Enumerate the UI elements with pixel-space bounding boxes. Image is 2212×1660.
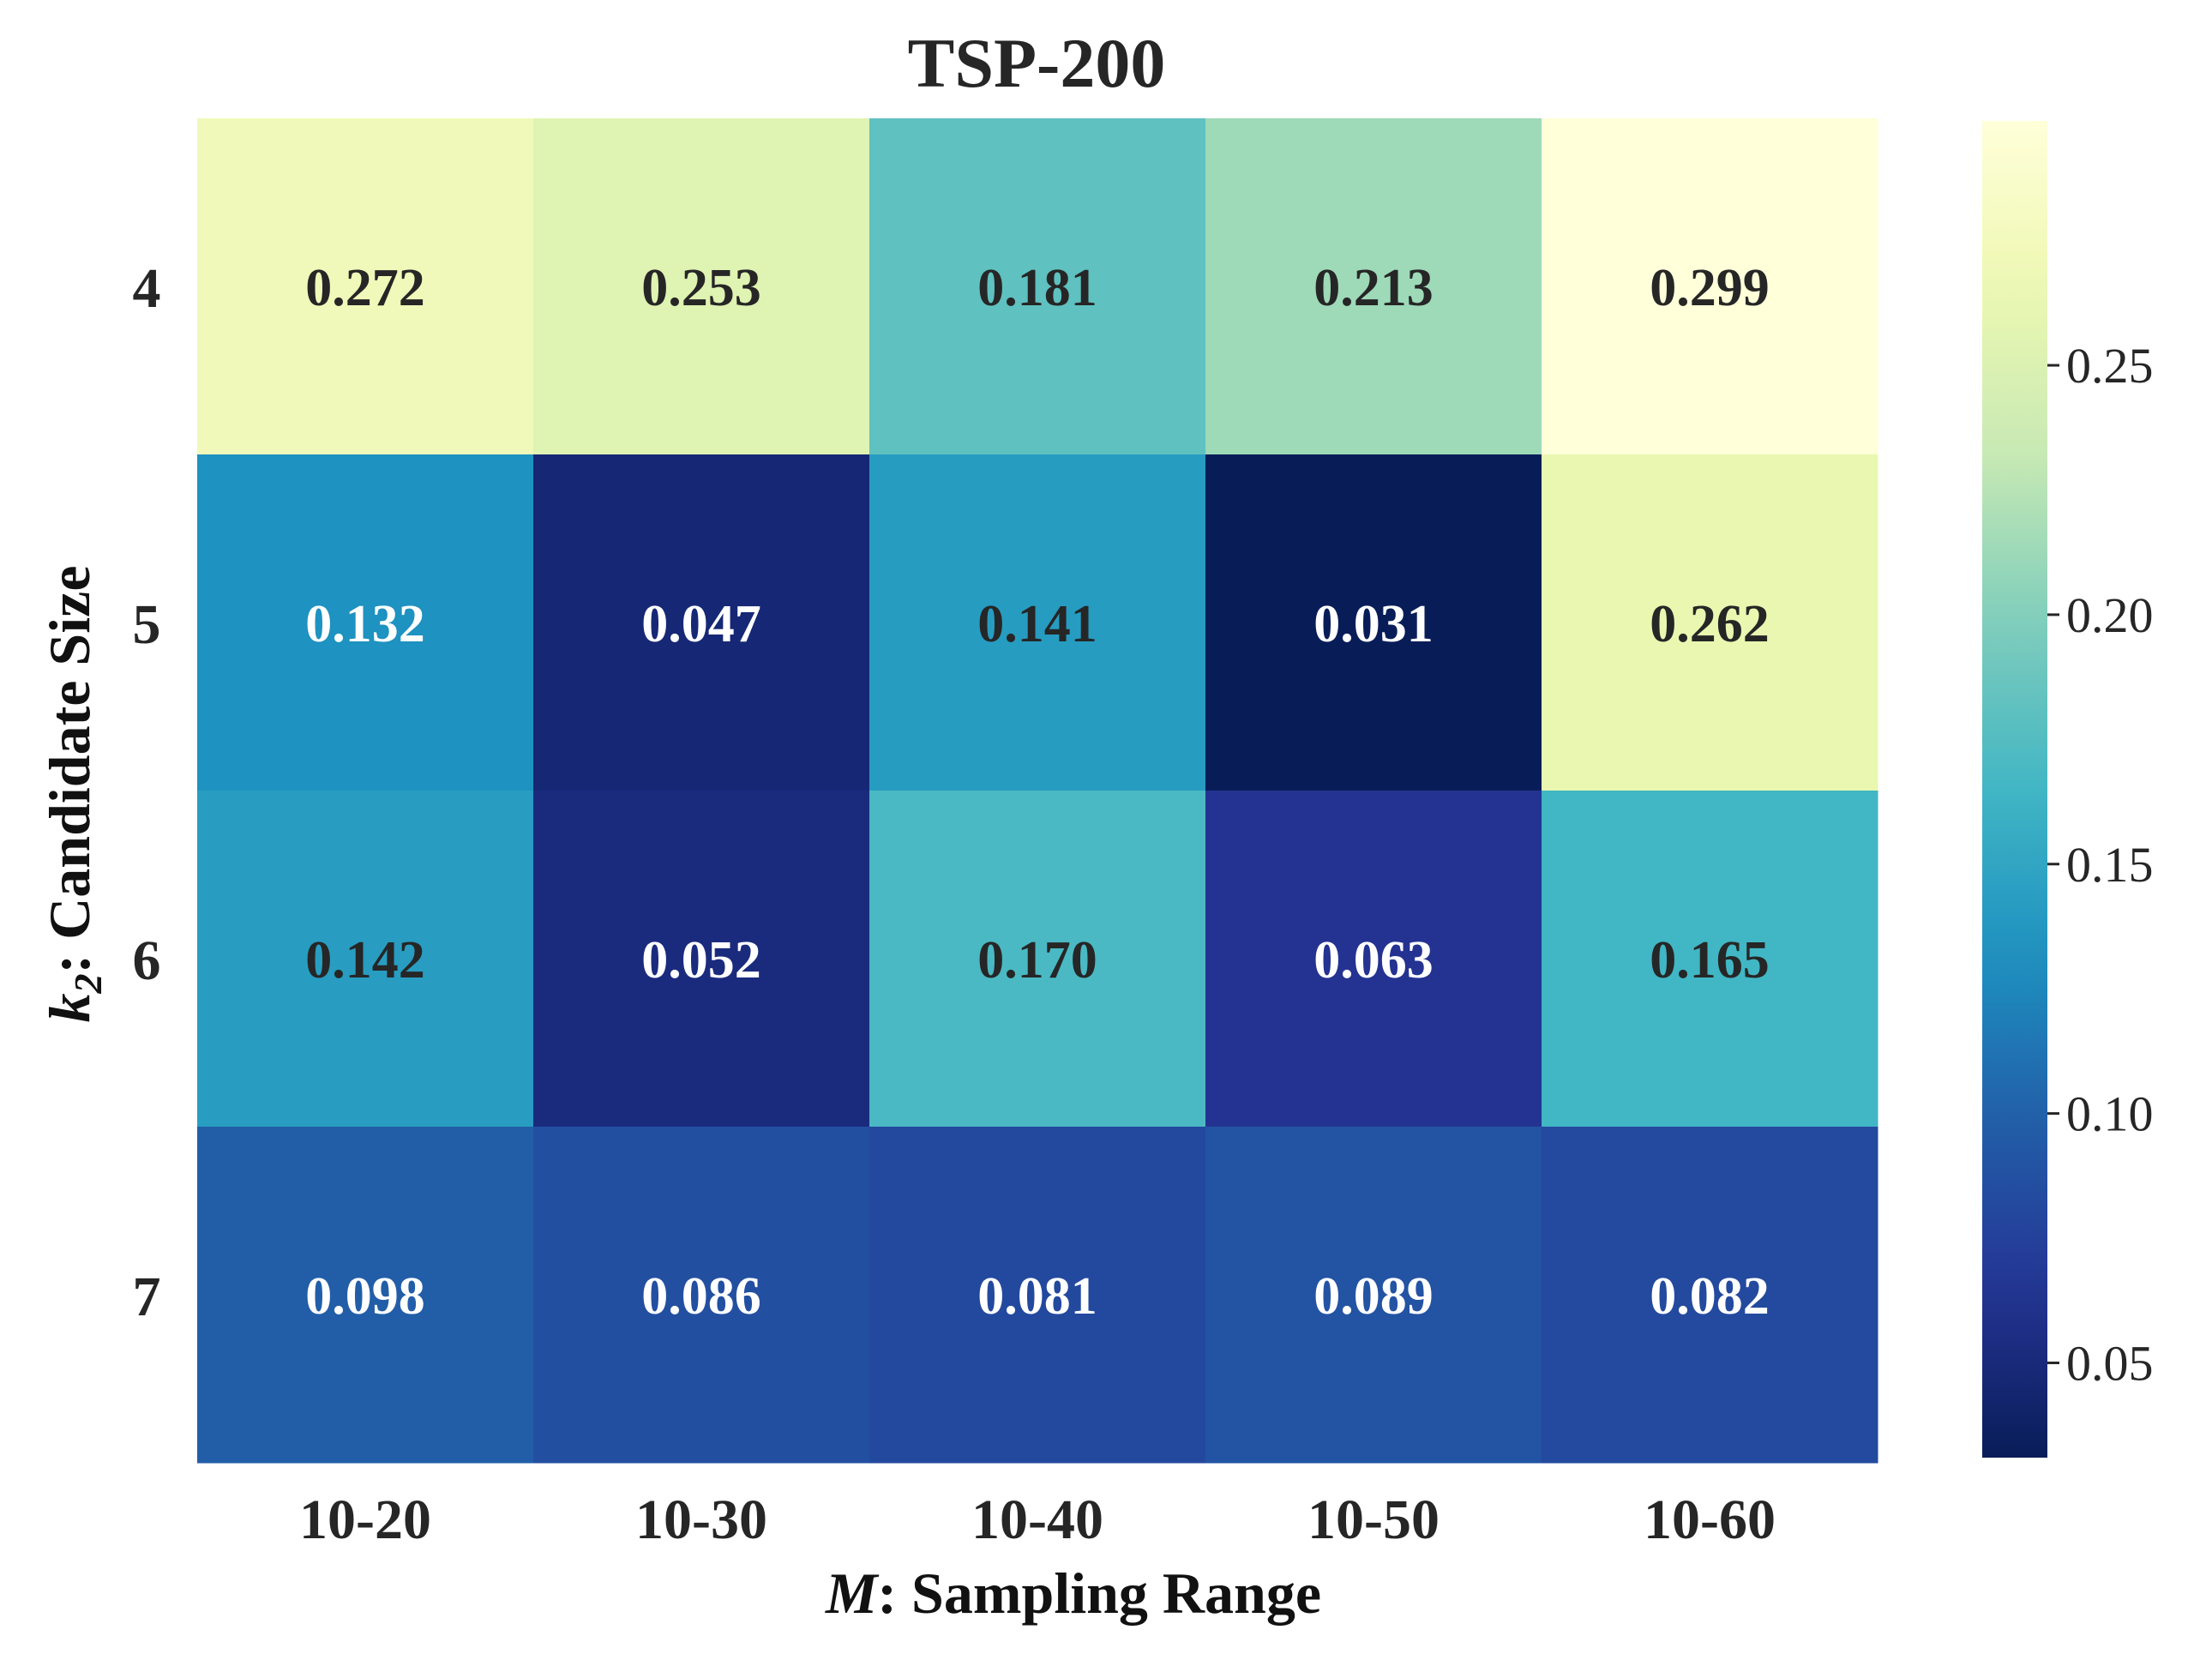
y-tick-label: 5 [133, 593, 161, 656]
cell-value-label: 0.272 [305, 259, 425, 317]
x-tick-label: 10-40 [971, 1489, 1103, 1551]
colorbar-tick-label: 0.15 [2066, 837, 2154, 893]
colorbar-tick-label: 0.05 [2066, 1335, 2154, 1391]
y-axis-label-variable: k [37, 994, 102, 1023]
heatmap-cells [197, 118, 1878, 1464]
chart-title: TSP-200 [908, 24, 1166, 102]
heatmap-cell [1542, 118, 1878, 455]
cell-value-label: 0.086 [641, 1267, 761, 1326]
colorbar [1982, 121, 2047, 1458]
heatmap-cell [1542, 454, 1878, 791]
heatmap-cell [1542, 791, 1878, 1128]
cell-value-label: 0.299 [1650, 259, 1770, 317]
cell-value-label: 0.181 [977, 259, 1097, 317]
heatmap-cell [869, 454, 1206, 791]
heatmap-cell [1205, 791, 1542, 1128]
colorbar-ticks: 0.05 0.10 0.15 0.20 0.25 [2047, 338, 2154, 1391]
cell-value-label: 0.132 [305, 595, 425, 653]
cell-value-label: 0.052 [641, 931, 761, 989]
heatmap-cell [197, 454, 534, 791]
cell-value-label: 0.089 [1313, 1267, 1434, 1326]
heatmap-cell [197, 118, 534, 455]
x-tick-label: 10-20 [299, 1489, 431, 1551]
cell-value-label: 0.063 [1313, 931, 1434, 989]
cell-value-label: 0.165 [1650, 931, 1770, 989]
heatmap-cell [1205, 454, 1542, 791]
cell-value-label: 0.082 [1650, 1267, 1770, 1326]
heatmap-cell [1542, 1127, 1878, 1464]
x-axis-label-text: : Sampling Range [877, 1561, 1321, 1626]
cell-value-label: 0.170 [977, 931, 1097, 989]
y-tick-label: 7 [133, 1266, 161, 1328]
cell-value-label: 0.081 [977, 1267, 1097, 1326]
heatmap-cell [1205, 1127, 1542, 1464]
x-axis-label-variable: M [825, 1561, 880, 1626]
colorbar-tick-label: 0.20 [2066, 587, 2154, 643]
cell-value-label: 0.253 [641, 259, 761, 317]
colorbar-tick-label: 0.10 [2066, 1086, 2154, 1142]
y-tick-labels: 4 5 6 7 [133, 257, 161, 1328]
heatmap-cell [869, 1127, 1206, 1464]
heatmap-cell [197, 1127, 534, 1464]
heatmap-cell [197, 791, 534, 1128]
heatmap-cell [533, 118, 870, 455]
x-tick-label: 10-30 [635, 1489, 767, 1551]
cell-value-label: 0.031 [1313, 595, 1434, 653]
heatmap-cell-labels: 0.272 0.253 0.181 0.213 0.299 0.132 0.047 0.141… [305, 259, 1770, 1326]
cell-value-label: 0.047 [641, 595, 761, 653]
y-tick-label: 6 [133, 929, 161, 992]
cell-value-label: 0.262 [1650, 595, 1770, 653]
x-tick-label: 10-60 [1644, 1489, 1776, 1551]
cell-value-label: 0.213 [1313, 259, 1434, 317]
heatmap-cell [869, 791, 1206, 1128]
heatmap-cell [869, 118, 1206, 455]
y-tick-label: 4 [133, 257, 161, 320]
heatmap-cell [1205, 118, 1542, 455]
heatmap-cell [533, 791, 870, 1128]
heatmap-cell [533, 1127, 870, 1464]
heatmap-cell [533, 454, 870, 791]
cell-value-label: 0.141 [977, 595, 1097, 653]
y-axis-label-subscript: 2 [66, 974, 110, 995]
y-axis-label-text: : Candidate Size [37, 566, 102, 974]
colorbar-tick-label: 0.25 [2066, 338, 2154, 394]
cell-value-label: 0.142 [305, 931, 425, 989]
cell-value-label: 0.098 [305, 1267, 425, 1326]
x-tick-label: 10-50 [1307, 1489, 1440, 1551]
x-tick-labels: 10-20 10-30 10-40 10-50 10-60 [299, 1489, 1776, 1551]
x-axis-label: M: Sampling Range [825, 1561, 1321, 1626]
y-axis-label: k2: Candidate Size [37, 566, 110, 1023]
